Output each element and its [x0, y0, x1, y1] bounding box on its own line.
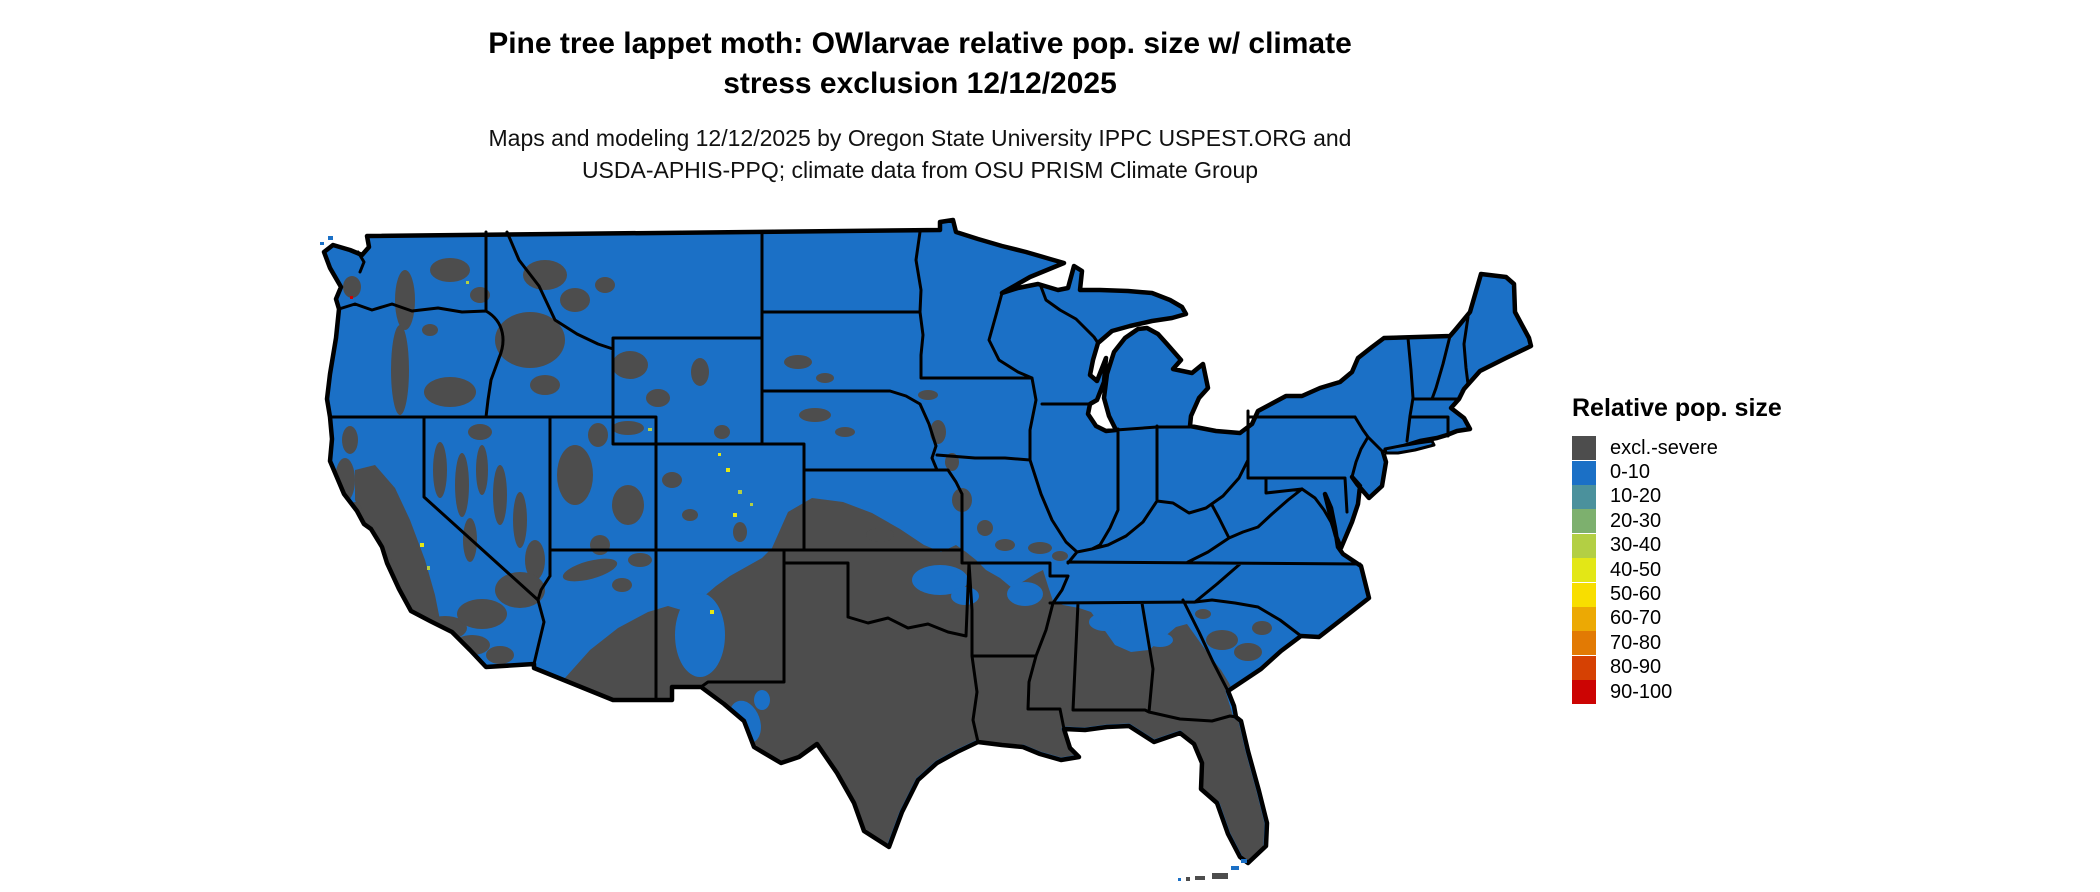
legend-label: 20-30 [1610, 509, 1662, 532]
legend-title: Relative pop. size [1572, 394, 1782, 422]
legend-row: 30-40 [1572, 533, 1782, 558]
florida-keys [1178, 859, 1247, 881]
legend-swatch-icon [1572, 509, 1596, 534]
map-title: Pine tree lappet moth: OWlarvae relative… [220, 24, 1620, 104]
legend-swatch-icon [1572, 436, 1596, 461]
legend-label: 60-70 [1610, 607, 1662, 630]
state-borders [328, 230, 1470, 744]
legend-row: 10-20 [1572, 484, 1782, 509]
legend-row: 20-30 [1572, 509, 1782, 534]
legend-items: excl.-severe 0-10 10-20 20-30 30-40 40-50 50-6… [1572, 436, 1782, 705]
legend-row: 70-80 [1572, 631, 1782, 656]
map-subtitle-line2: USDA-APHIS-PPQ; climate data from OSU PR… [581, 157, 1259, 183]
legend-label: 70-80 [1610, 631, 1662, 654]
legend-row: 80-90 [1572, 655, 1782, 680]
western-exclusion-patches [335, 258, 1068, 664]
legend-row: 0-10 [1572, 460, 1782, 485]
map-subtitle: Maps and modeling 12/12/2025 by Oregon S… [220, 122, 1620, 186]
long-island [1383, 439, 1436, 455]
legend-label: excl.-severe [1610, 436, 1718, 459]
legend-row: 60-70 [1572, 606, 1782, 631]
legend-label: 40-50 [1610, 558, 1662, 581]
puget-islands [320, 236, 333, 245]
map-title-line2: stress exclusion 12/12/2025 [723, 67, 1117, 100]
map-legend: Relative pop. size excl.-severe 0-10 10-20… [1572, 394, 1782, 705]
legend-label: 90-100 [1610, 680, 1673, 703]
legend-label: 50-60 [1610, 583, 1662, 606]
legend-swatch-icon [1572, 582, 1596, 607]
legend-label: 30-40 [1610, 534, 1662, 557]
legend-row: 50-60 [1572, 582, 1782, 607]
legend-row: 40-50 [1572, 558, 1782, 583]
map-title-line1: Pine tree lappet moth: OWlarvae relative… [488, 27, 1352, 60]
legend-label: 0-10 [1610, 461, 1651, 484]
legend-swatch-icon [1572, 606, 1596, 631]
legend-row: excl.-severe [1572, 436, 1782, 461]
legend-swatch-icon [1572, 460, 1596, 485]
legend-label: 80-90 [1610, 656, 1662, 679]
mountain-specks [350, 281, 753, 614]
legend-row: 90-100 [1572, 680, 1782, 705]
legend-swatch-icon [1572, 680, 1596, 705]
legend-swatch-icon [1572, 631, 1596, 656]
legend-swatch-icon [1572, 533, 1596, 558]
legend-label: 10-20 [1610, 485, 1662, 508]
legend-swatch-icon [1572, 655, 1596, 680]
legend-swatch-icon [1572, 484, 1596, 509]
southeast-exclusion-patches [1195, 609, 1272, 661]
legend-swatch-icon [1572, 558, 1596, 583]
map-subtitle-line1: Maps and modeling 12/12/2025 by Oregon S… [488, 125, 1352, 151]
